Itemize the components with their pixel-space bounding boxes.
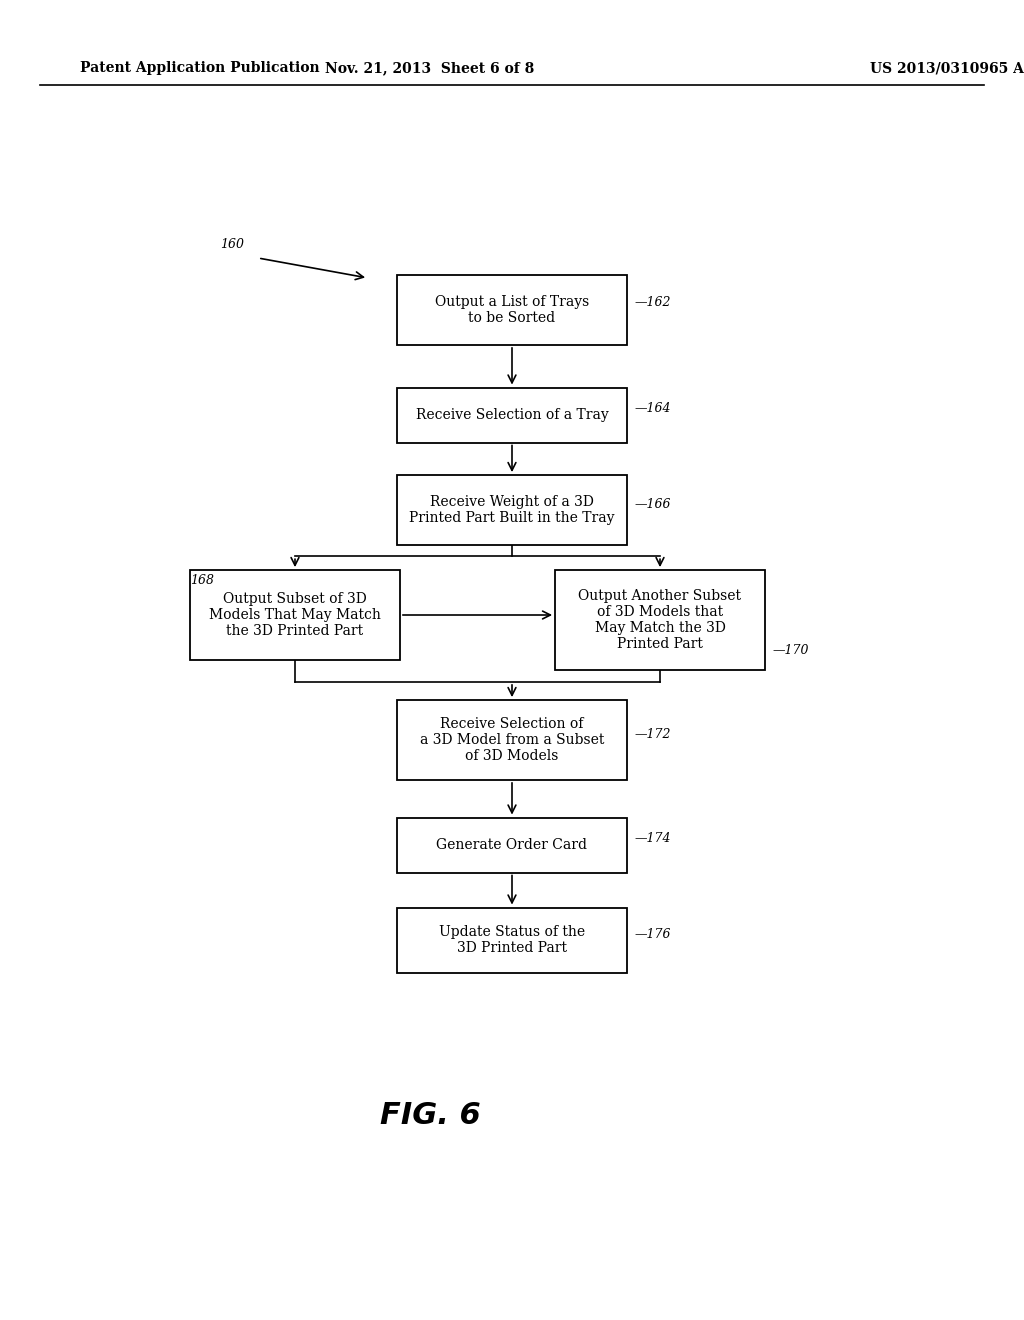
Text: —170: —170 — [773, 644, 810, 656]
Text: Nov. 21, 2013  Sheet 6 of 8: Nov. 21, 2013 Sheet 6 of 8 — [326, 61, 535, 75]
Text: Output a List of Trays
to be Sorted: Output a List of Trays to be Sorted — [435, 294, 589, 325]
Text: —176: —176 — [635, 928, 672, 940]
Text: 160: 160 — [220, 239, 244, 252]
Text: 168: 168 — [190, 573, 214, 586]
Text: —172: —172 — [635, 727, 672, 741]
Text: Output Another Subset
of 3D Models that
May Match the 3D
Printed Part: Output Another Subset of 3D Models that … — [579, 589, 741, 651]
Text: Update Status of the
3D Printed Part: Update Status of the 3D Printed Part — [439, 925, 585, 956]
Text: —164: —164 — [635, 403, 672, 416]
Bar — [397, 700, 627, 780]
Text: —162: —162 — [635, 296, 672, 309]
Bar — [555, 570, 765, 671]
Text: US 2013/0310965 A1: US 2013/0310965 A1 — [870, 61, 1024, 75]
Text: Receive Selection of a Tray: Receive Selection of a Tray — [416, 408, 608, 422]
Text: FIG. 6: FIG. 6 — [380, 1101, 480, 1130]
Text: Generate Order Card: Generate Order Card — [436, 838, 588, 851]
Text: Patent Application Publication: Patent Application Publication — [80, 61, 319, 75]
Bar — [190, 570, 400, 660]
Text: Receive Weight of a 3D
Printed Part Built in the Tray: Receive Weight of a 3D Printed Part Buil… — [410, 495, 614, 525]
Bar — [397, 388, 627, 442]
Bar — [397, 475, 627, 545]
Bar — [397, 908, 627, 973]
Bar — [397, 817, 627, 873]
Bar — [397, 275, 627, 345]
Text: —174: —174 — [635, 833, 672, 846]
Text: Output Subset of 3D
Models That May Match
the 3D Printed Part: Output Subset of 3D Models That May Matc… — [209, 591, 381, 638]
Text: Receive Selection of
a 3D Model from a Subset
of 3D Models: Receive Selection of a 3D Model from a S… — [420, 717, 604, 763]
Text: —166: —166 — [635, 498, 672, 511]
